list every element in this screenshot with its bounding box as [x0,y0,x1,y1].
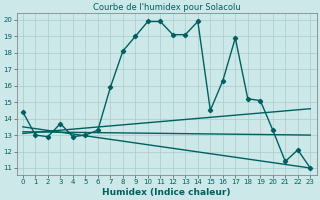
Title: Courbe de l'humidex pour Solacolu: Courbe de l'humidex pour Solacolu [93,3,240,12]
X-axis label: Humidex (Indice chaleur): Humidex (Indice chaleur) [102,188,231,197]
